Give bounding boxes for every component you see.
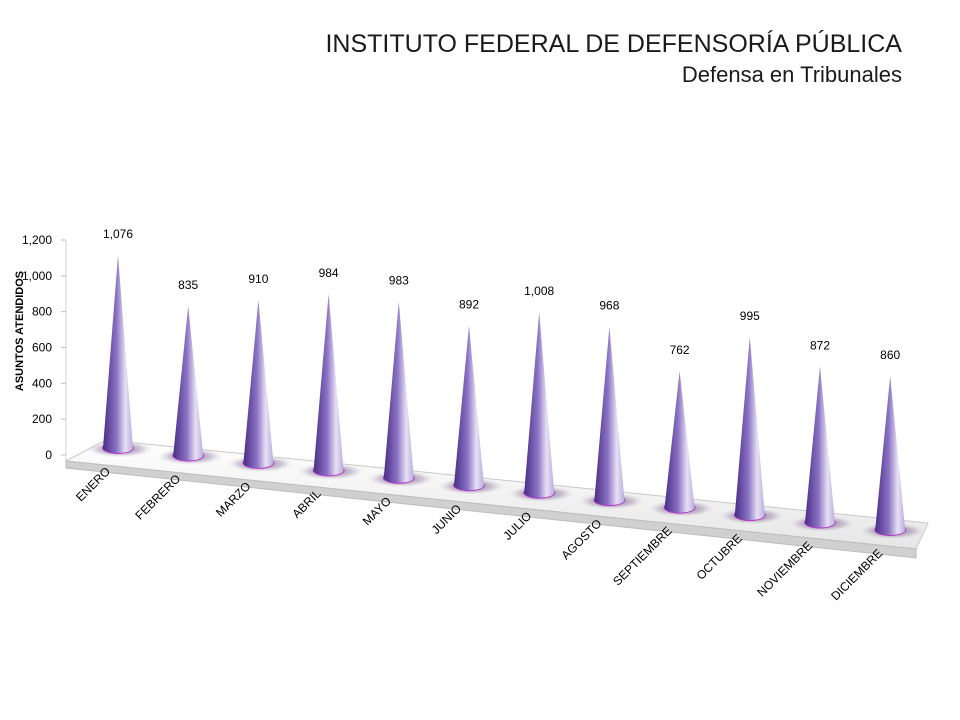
y-tick-label: 1,200 [22,233,52,247]
cone-bar [454,325,484,491]
category-label: FEBRERO [132,472,183,523]
cone-bar [383,301,414,483]
data-label: 1,008 [524,284,554,298]
chart-subtitle: Defensa en Tribunales [681,62,902,87]
data-label: 983 [389,274,409,288]
cone-bar [173,305,204,461]
data-label: 835 [178,278,198,292]
category-label: OCTUBRE [694,531,745,582]
cone-bar [524,312,555,498]
data-label: 872 [810,338,830,352]
cone-series [84,255,929,540]
category-label: AGOSTO [558,516,604,562]
y-axis-title: ASUNTOS ATENDIDOS [14,271,26,391]
category-label: SEPTIEMBRE [610,524,675,589]
data-label: 984 [319,266,339,280]
data-label: 910 [248,272,268,286]
chart-title-block: INSTITUTO FEDERAL DE DEFENSORÍA PÚBLICA … [325,28,902,90]
y-tick-label: 800 [32,305,52,319]
data-label: 762 [670,343,690,357]
cone-bar [664,371,695,513]
cone-bar [805,366,835,528]
cone-bar [594,326,625,506]
data-label: 968 [599,299,619,313]
cone-bar [875,375,906,535]
cone-bar [103,255,133,453]
data-label: 995 [740,309,760,323]
value-axis: 0 200 400 600 800 1,000 1,200 ASUNTOS ATENDIDOS [14,233,67,462]
category-label: DICIEMBRE [828,546,885,603]
category-label: NOVIEMBRE [754,539,815,600]
cone-bar [734,336,765,521]
cone-bar [243,299,274,468]
data-label: 860 [880,348,900,362]
chart-title: INSTITUTO FEDERAL DE DEFENSORÍA PÚBLICA [325,30,902,58]
y-tick-label: 0 [45,448,52,462]
y-tick-label: 600 [32,341,52,355]
data-labels: 1,076 835 910 984 983 892 1,008 968 762 995 872 860 [103,227,901,362]
y-tick-label: 1,000 [22,269,52,283]
data-label: 892 [459,297,479,311]
floor-front [65,460,917,559]
y-tick-label: 400 [32,376,52,390]
data-label: 1,076 [103,227,133,241]
cone-bar [313,294,344,476]
y-tick-label: 200 [32,412,52,426]
